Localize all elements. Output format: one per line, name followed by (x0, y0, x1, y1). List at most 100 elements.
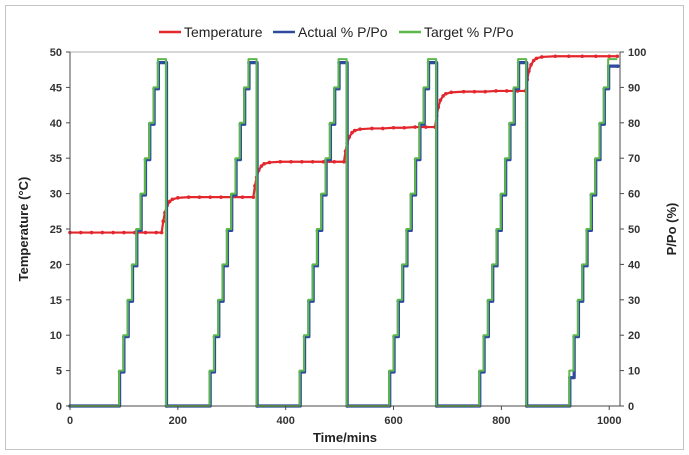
temperature-marker (540, 55, 544, 59)
x-tick-label: 0 (67, 415, 73, 427)
temperature-marker (111, 230, 115, 235)
y-right-tick-label: 0 (628, 401, 634, 413)
temperature-marker (483, 89, 488, 94)
y-left-tick-label: 25 (50, 224, 62, 236)
y-left-tick-label: 40 (50, 118, 62, 130)
y-right-tick-label: 10 (628, 366, 640, 378)
series-target-p-po (70, 58, 618, 407)
y-right-tick-label: 60 (628, 189, 640, 201)
temperature-marker (370, 126, 374, 131)
temperature-marker (89, 230, 94, 235)
x-tick-label: 400 (277, 415, 295, 427)
y-right-tick-label: 80 (628, 118, 640, 130)
temperature-marker (580, 54, 585, 59)
y-left-tick-label: 20 (50, 259, 62, 271)
temperature-marker (607, 54, 612, 59)
temperature-marker (534, 56, 539, 61)
x-tick-label: 200 (169, 415, 187, 427)
temperature-marker (531, 58, 536, 63)
temperature-marker (441, 94, 445, 98)
temperature-marker (593, 54, 598, 59)
temperature-marker (167, 199, 172, 204)
temperature-marker (438, 98, 443, 102)
temperature-marker (504, 89, 509, 93)
temperature-marker (391, 125, 396, 130)
y-right-tick-label: 20 (628, 330, 640, 342)
y-left-tick-label: 45 (50, 82, 62, 94)
y-left-tick-label: 35 (50, 153, 62, 165)
legend-label-actual: Actual % P/Po (298, 24, 388, 40)
temperature-marker (170, 197, 175, 202)
temperature-marker (529, 62, 533, 67)
legend-label-temperature: Temperature (184, 24, 263, 40)
temperature-marker (143, 230, 148, 235)
temperature-marker (310, 159, 315, 164)
temperature-marker (161, 219, 166, 224)
chart-frame (5, 5, 684, 450)
series-line-target-p-po (70, 58, 618, 407)
temperature-marker (461, 89, 466, 94)
temperature-marker (289, 159, 293, 164)
tick-layer: 0 200 400 600 800 1000 0 5 10 15 20 25 30 35 40 45 50 0 10… (50, 47, 647, 427)
temperature-marker (176, 196, 180, 200)
temperature-marker (197, 195, 202, 199)
temperature-marker (186, 195, 191, 199)
legend-label-target: Target % P/Po (424, 24, 514, 40)
y-right-tick-label: 40 (628, 259, 640, 271)
temperature-marker (300, 159, 304, 164)
temperature-marker (472, 89, 477, 94)
temperature-marker (424, 125, 428, 129)
temperature-marker (332, 159, 337, 164)
temperature-marker (240, 195, 245, 199)
temperature-marker (278, 159, 283, 164)
x-tick-label: 800 (492, 415, 510, 427)
legend-item-target: Target % P/Po (399, 24, 514, 40)
x-tick-label: 1000 (597, 415, 621, 427)
temperature-marker (259, 164, 264, 168)
y-axis-left-title: Temperature (°C) (16, 177, 31, 282)
y-right-tick-label: 90 (628, 82, 640, 94)
y-axis-right-title: P/Po (%) (664, 203, 679, 256)
y-left-tick-label: 0 (56, 401, 62, 413)
y-left-tick-label: 30 (50, 189, 62, 201)
temperature-marker (219, 195, 223, 199)
legend-item-actual: Actual % P/Po (273, 24, 388, 40)
temperature-marker (352, 128, 357, 133)
temperature-marker (358, 127, 362, 131)
temperature-marker (444, 91, 448, 96)
legend: Temperature Actual % P/Po Target % P/Po (159, 24, 514, 40)
legend-item-temperature: Temperature (159, 24, 263, 40)
y-right-tick-label: 70 (628, 153, 640, 165)
temperature-marker (380, 126, 385, 131)
y-left-tick-label: 10 (50, 330, 62, 342)
y-right-tick-label: 30 (628, 295, 640, 307)
temperature-marker (342, 159, 346, 164)
actual-p-po-marker (616, 64, 620, 68)
temperature-marker (615, 54, 620, 59)
temperature-marker (494, 89, 498, 93)
y-left-tick-label: 5 (56, 366, 62, 378)
temperature-marker (267, 160, 272, 165)
temperature-marker (251, 195, 256, 199)
y-right-tick-label: 100 (628, 47, 646, 59)
temperature-marker (78, 230, 83, 235)
y-left-tick-label: 50 (50, 47, 62, 59)
temperature-marker (566, 54, 571, 59)
temperature-marker (553, 54, 558, 59)
temperature-marker (100, 230, 105, 235)
temperature-marker (208, 195, 212, 199)
temperature-marker (449, 90, 454, 95)
y-right-tick-label: 50 (628, 224, 640, 236)
temperature-marker (159, 230, 164, 235)
series-layer (68, 54, 620, 408)
temperature-marker (262, 162, 266, 166)
temperature-marker (122, 230, 126, 235)
temperature-marker (321, 159, 326, 164)
temperature-marker (402, 125, 407, 130)
x-axis-title: Time/mins (313, 430, 377, 445)
temperature-marker (413, 125, 417, 129)
x-tick-label: 600 (384, 415, 402, 427)
temperature-marker (350, 130, 354, 135)
temperature-marker (154, 230, 159, 235)
